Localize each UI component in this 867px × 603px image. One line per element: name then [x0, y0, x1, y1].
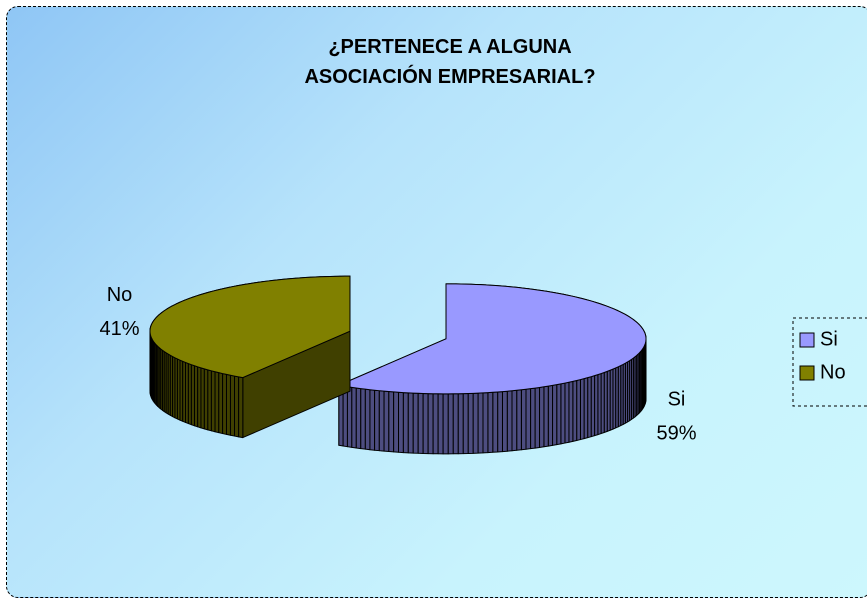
slice-side — [200, 367, 205, 430]
slice-side — [388, 391, 395, 453]
slice-side — [452, 393, 459, 455]
slice-side — [572, 379, 578, 442]
slice-side — [369, 389, 376, 451]
slice-side — [207, 369, 212, 432]
slice-top — [337, 283, 647, 395]
slice-side — [534, 386, 541, 449]
slice-side — [393, 391, 399, 453]
slice-side — [342, 385, 348, 448]
slice-side — [351, 386, 357, 449]
slice-side — [457, 393, 464, 455]
slice-side — [374, 389, 380, 452]
slice-side — [477, 392, 484, 454]
slice-side — [225, 373, 231, 436]
slice-side — [568, 380, 574, 443]
slice-side — [516, 389, 522, 451]
slice-side — [552, 384, 558, 446]
slice-side — [497, 391, 503, 453]
slice-side — [427, 393, 434, 455]
slice-side — [402, 392, 409, 454]
slice-side — [442, 393, 449, 455]
slice-side — [583, 377, 589, 440]
slice-side — [587, 376, 592, 439]
slice-side — [360, 388, 366, 450]
slice-side — [547, 384, 554, 447]
slice-side — [560, 382, 566, 445]
slice-side — [511, 389, 518, 452]
slice-side — [346, 386, 353, 448]
slice-side — [525, 388, 532, 450]
slice-side — [355, 387, 362, 450]
chart-title: ¿PERTENECE A ALGUNA ASOCIACIÓN EMPRESARI… — [304, 36, 596, 88]
slice-side — [530, 387, 536, 450]
slice-side — [487, 391, 494, 454]
slice-side — [447, 393, 454, 455]
slice-side — [234, 375, 240, 438]
slice-side — [417, 392, 424, 454]
slice-side — [383, 390, 390, 453]
slice-side — [564, 381, 570, 444]
data-label-name: No — [107, 284, 133, 306]
slice-side — [590, 375, 596, 438]
slice-side — [506, 390, 513, 452]
slice-top — [149, 275, 351, 379]
slice — [149, 275, 351, 439]
data-label-value: 59% — [656, 423, 696, 445]
legend-swatch — [799, 365, 815, 381]
data-label-value: 41% — [99, 318, 139, 340]
slice-side — [218, 372, 224, 435]
slice-side — [462, 392, 469, 455]
legend-label: No — [820, 361, 846, 383]
slice-side — [412, 392, 419, 454]
slice-side — [501, 390, 508, 453]
slice-side — [556, 383, 562, 446]
slice-side — [576, 379, 581, 441]
slice-side — [579, 378, 585, 441]
slice-side — [432, 393, 439, 455]
slice-side — [203, 368, 209, 431]
slice-side — [467, 392, 474, 454]
slice-side — [378, 390, 385, 452]
slice-side — [229, 374, 236, 437]
legend-swatch — [799, 332, 815, 348]
slice-side — [222, 373, 227, 435]
slice-side — [543, 385, 549, 448]
slice-side — [520, 388, 527, 451]
slice-side — [214, 371, 220, 434]
slice-side — [422, 392, 429, 455]
slice-side — [210, 370, 216, 433]
legend-label: Si — [820, 328, 838, 350]
slice-side — [437, 393, 444, 455]
slice-side — [398, 391, 404, 454]
slice-side — [539, 386, 545, 448]
slice-side — [492, 391, 499, 453]
slice-side — [238, 376, 244, 439]
chart-area — [6, 6, 867, 598]
slice-side — [472, 392, 479, 454]
slice — [337, 283, 647, 455]
slice-side — [407, 392, 414, 454]
slice-side — [482, 392, 489, 454]
slice-side — [364, 388, 371, 451]
data-label-name: Si — [668, 389, 686, 411]
